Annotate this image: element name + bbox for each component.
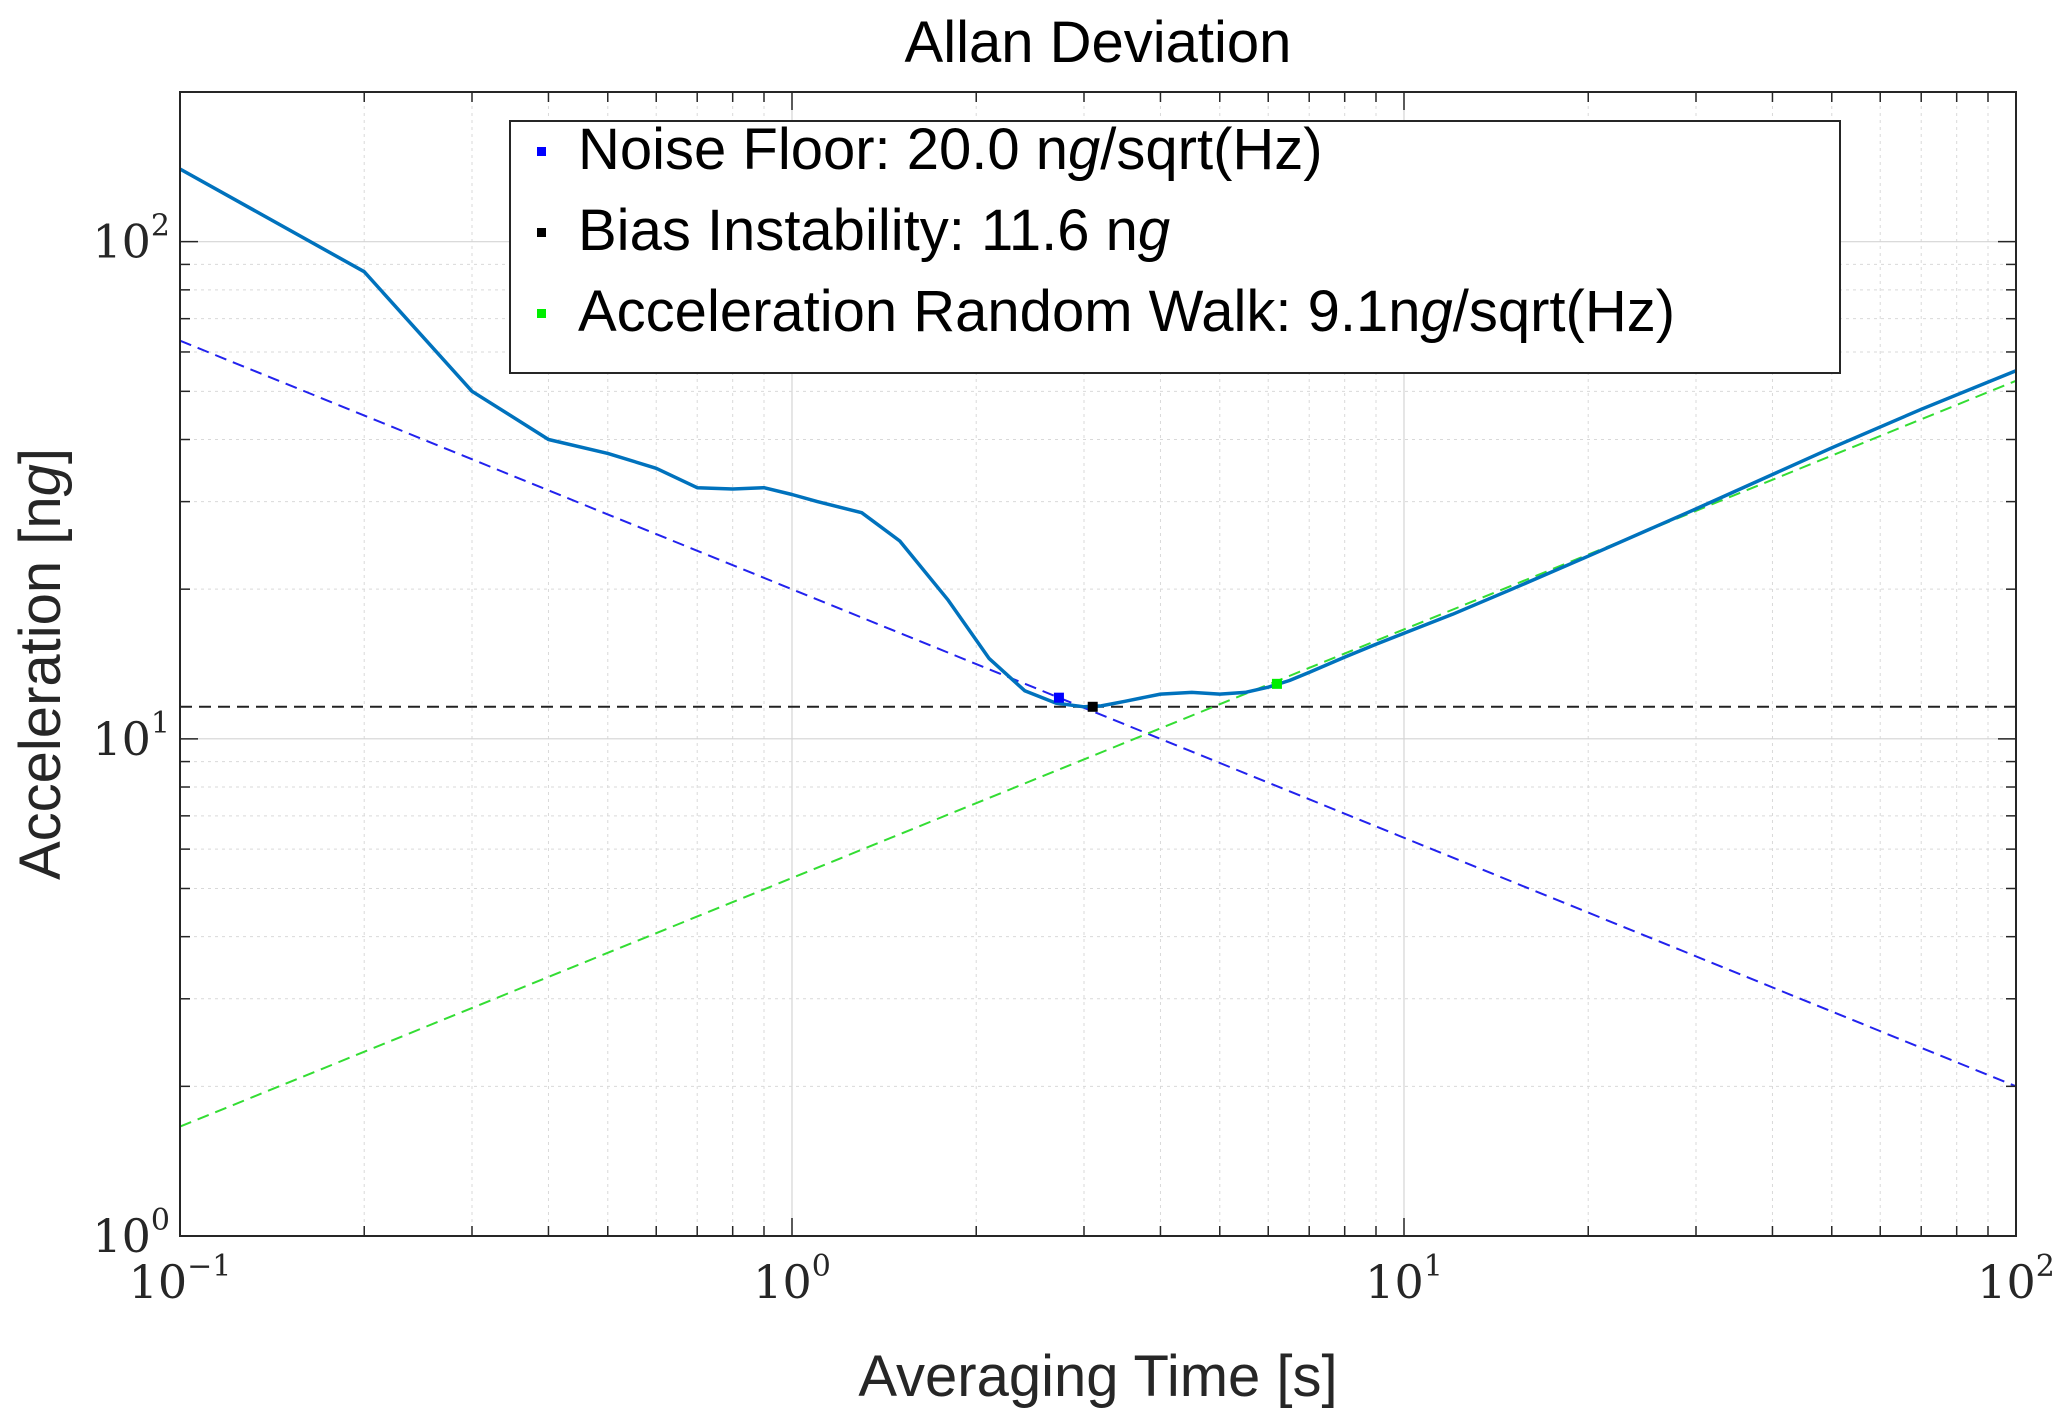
y-tick-label-exponent: 1 (151, 706, 170, 741)
x-tick-label-base: 10 (129, 1255, 188, 1309)
y-axis-label-italic: g (8, 464, 73, 496)
y-tick-label-base: 10 (92, 1209, 151, 1263)
x-tick-label-exponent: 0 (812, 1249, 831, 1284)
legend: Noise Floor: 20.0 ng/sqrt(Hz)Bias Instab… (509, 117, 1841, 374)
x-tick-label-base: 10 (1365, 1255, 1424, 1309)
legend-text-part: g (1420, 279, 1452, 344)
chart-title: Allan Deviation (905, 10, 1292, 75)
y-tick-label: 101 (92, 706, 170, 766)
bias-instability-marker (1087, 701, 1098, 712)
legend-text-part: Noise Floor: 20.0 n (578, 117, 1068, 182)
x-tick-label: 101 (1365, 1249, 1443, 1309)
series-line-3 (180, 379, 2016, 1128)
y-tick-label-base: 10 (92, 712, 151, 766)
y-tick-label-base: 10 (92, 215, 151, 269)
axes-box (179, 91, 2017, 1237)
x-tick-label-base: 10 (1977, 1255, 2036, 1309)
y-tick-label-exponent: 2 (151, 209, 170, 244)
series-line-1 (180, 339, 2016, 1088)
noise-floor-marker (1053, 692, 1064, 703)
legend-text-part: /sqrt(Hz) (1100, 117, 1322, 182)
legend-swatch-arw (537, 309, 546, 318)
x-axis-label: Averaging Time [s] (858, 1344, 1337, 1409)
legend-text-part: Bias Instability: 11.6 n (578, 198, 1138, 263)
y-axis-label-part: ] (8, 448, 73, 464)
y-tick-label: 102 (92, 209, 170, 269)
tick-marks (179, 91, 2016, 1237)
legend-swatch-bias (537, 228, 546, 237)
y-axis-label-part: Acceleration [n (8, 496, 73, 880)
legend-text-part: g (1068, 117, 1100, 182)
legend-swatch-noise (537, 147, 546, 156)
data-lines (180, 167, 2016, 1128)
legend-text-part: /sqrt(Hz) (1453, 279, 1675, 344)
x-tick-label: 10−1 (129, 1249, 232, 1309)
x-tick-label: 102 (1977, 1249, 2055, 1309)
y-tick-label: 100 (92, 1203, 170, 1263)
x-tick-label-exponent: 2 (2036, 1249, 2055, 1284)
random-walk-marker (1271, 678, 1282, 689)
legend-text-part: g (1138, 198, 1170, 263)
x-tick-label-exponent: −1 (187, 1249, 231, 1284)
legend-entry-bias: Bias Instability: 11.6 ng (578, 198, 1170, 263)
x-tick-label-base: 10 (753, 1255, 812, 1309)
legend-entry-noise: Noise Floor: 20.0 ng/sqrt(Hz) (578, 117, 1323, 182)
data-markers (1053, 678, 1282, 712)
y-tick-label-exponent: 0 (151, 1203, 170, 1238)
legend-box (509, 120, 1841, 374)
series-line-0 (180, 167, 2016, 709)
x-tick-label: 100 (753, 1249, 831, 1309)
legend-text-part: Acceleration Random Walk: 9.1n (578, 279, 1420, 344)
x-tick-label-exponent: 1 (1424, 1249, 1443, 1284)
y-axis-label: Acceleration [ng] (8, 448, 73, 880)
legend-entry-arw: Acceleration Random Walk: 9.1ng/sqrt(Hz) (578, 279, 1675, 344)
